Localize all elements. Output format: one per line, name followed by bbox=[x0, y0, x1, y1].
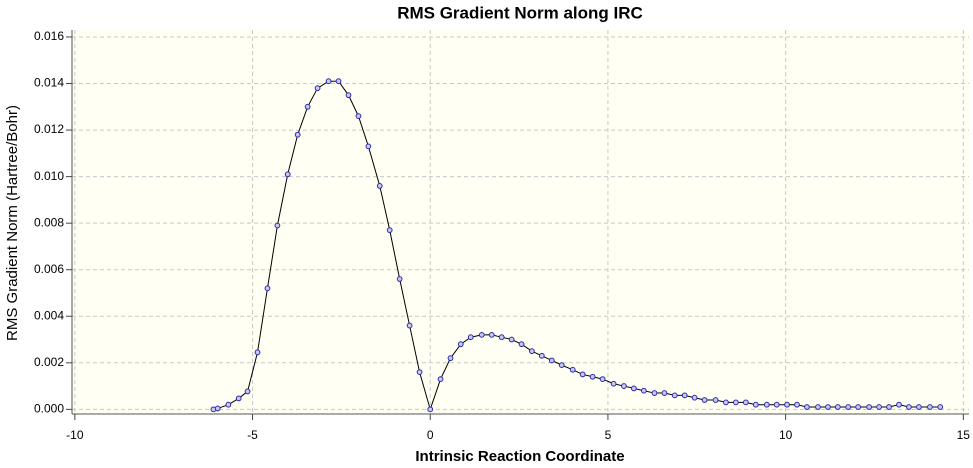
y-tick-label: 0.010 bbox=[34, 169, 64, 183]
point bbox=[712, 397, 719, 403]
point bbox=[763, 401, 770, 408]
x-tick-label: -10 bbox=[66, 428, 84, 442]
y-tick-label: 0.012 bbox=[34, 122, 64, 136]
point bbox=[742, 399, 749, 406]
point bbox=[855, 404, 862, 410]
chart-title: RMS Gradient Norm along IRC bbox=[397, 3, 643, 22]
point bbox=[784, 401, 790, 408]
point bbox=[589, 373, 596, 380]
point bbox=[508, 336, 515, 343]
point bbox=[691, 394, 698, 401]
point bbox=[355, 113, 362, 120]
point bbox=[264, 285, 271, 292]
point bbox=[314, 85, 321, 92]
x-axis-label: Intrinsic Reaction Coordinate bbox=[415, 448, 624, 465]
point bbox=[325, 78, 332, 85]
x-tick-label: 5 bbox=[605, 428, 612, 442]
y-tick-label: 0.002 bbox=[34, 355, 64, 369]
x-tick-label: -5 bbox=[247, 428, 258, 442]
point bbox=[235, 395, 242, 402]
point bbox=[651, 390, 658, 396]
point bbox=[294, 131, 301, 138]
point bbox=[427, 406, 434, 413]
y-tick-label: 0.014 bbox=[34, 76, 64, 90]
point bbox=[548, 357, 555, 364]
point bbox=[365, 143, 372, 150]
point bbox=[661, 390, 668, 396]
point bbox=[752, 401, 759, 408]
point bbox=[518, 341, 525, 348]
point bbox=[825, 404, 831, 410]
point bbox=[335, 78, 342, 85]
point bbox=[488, 331, 495, 338]
point bbox=[621, 383, 627, 389]
point bbox=[815, 404, 821, 410]
x-tick-label: 10 bbox=[779, 428, 793, 442]
x-tick-label: 15 bbox=[957, 428, 971, 442]
point bbox=[457, 341, 464, 348]
point bbox=[915, 404, 922, 410]
point bbox=[866, 404, 873, 410]
point bbox=[498, 334, 505, 341]
point bbox=[437, 376, 444, 382]
point bbox=[558, 362, 565, 369]
point bbox=[630, 385, 637, 392]
point bbox=[345, 92, 352, 99]
grid bbox=[72, 30, 969, 414]
point bbox=[927, 404, 933, 410]
point bbox=[396, 276, 403, 282]
point bbox=[225, 401, 232, 408]
point bbox=[447, 355, 454, 362]
point bbox=[416, 369, 423, 376]
point bbox=[599, 376, 606, 382]
y-tick-label: 0.016 bbox=[34, 29, 64, 43]
plot-area bbox=[72, 30, 969, 414]
point bbox=[569, 366, 576, 373]
point bbox=[723, 399, 729, 406]
point bbox=[254, 349, 261, 356]
y-tick-label: 0.006 bbox=[34, 262, 64, 276]
point bbox=[244, 388, 251, 395]
point bbox=[701, 397, 708, 403]
point bbox=[640, 387, 647, 394]
point bbox=[284, 171, 291, 178]
point bbox=[274, 222, 281, 229]
point bbox=[610, 380, 617, 387]
point bbox=[732, 399, 739, 406]
point bbox=[214, 405, 221, 412]
point bbox=[376, 183, 383, 189]
point bbox=[528, 348, 535, 355]
point bbox=[538, 352, 545, 359]
point bbox=[773, 401, 780, 408]
point bbox=[937, 404, 944, 410]
point bbox=[681, 392, 688, 399]
point bbox=[896, 401, 902, 408]
y-tick-label: 0.004 bbox=[34, 308, 64, 322]
point bbox=[467, 334, 474, 341]
point bbox=[406, 322, 413, 329]
point bbox=[478, 331, 485, 338]
point bbox=[876, 404, 882, 410]
point bbox=[845, 404, 852, 410]
point bbox=[304, 103, 311, 110]
point bbox=[386, 227, 393, 234]
y-axis-label: RMS Gradient Norm (Hartree/Bohr) bbox=[4, 105, 21, 341]
x-tick-label: 0 bbox=[427, 428, 434, 442]
y-tick-label: 0.000 bbox=[34, 402, 64, 416]
point bbox=[671, 392, 678, 399]
point bbox=[794, 401, 800, 408]
point bbox=[579, 371, 586, 378]
point bbox=[804, 404, 810, 410]
point bbox=[834, 404, 841, 410]
point bbox=[906, 404, 912, 410]
point bbox=[886, 404, 892, 410]
y-tick-label: 0.008 bbox=[34, 215, 64, 229]
marks bbox=[210, 78, 944, 413]
